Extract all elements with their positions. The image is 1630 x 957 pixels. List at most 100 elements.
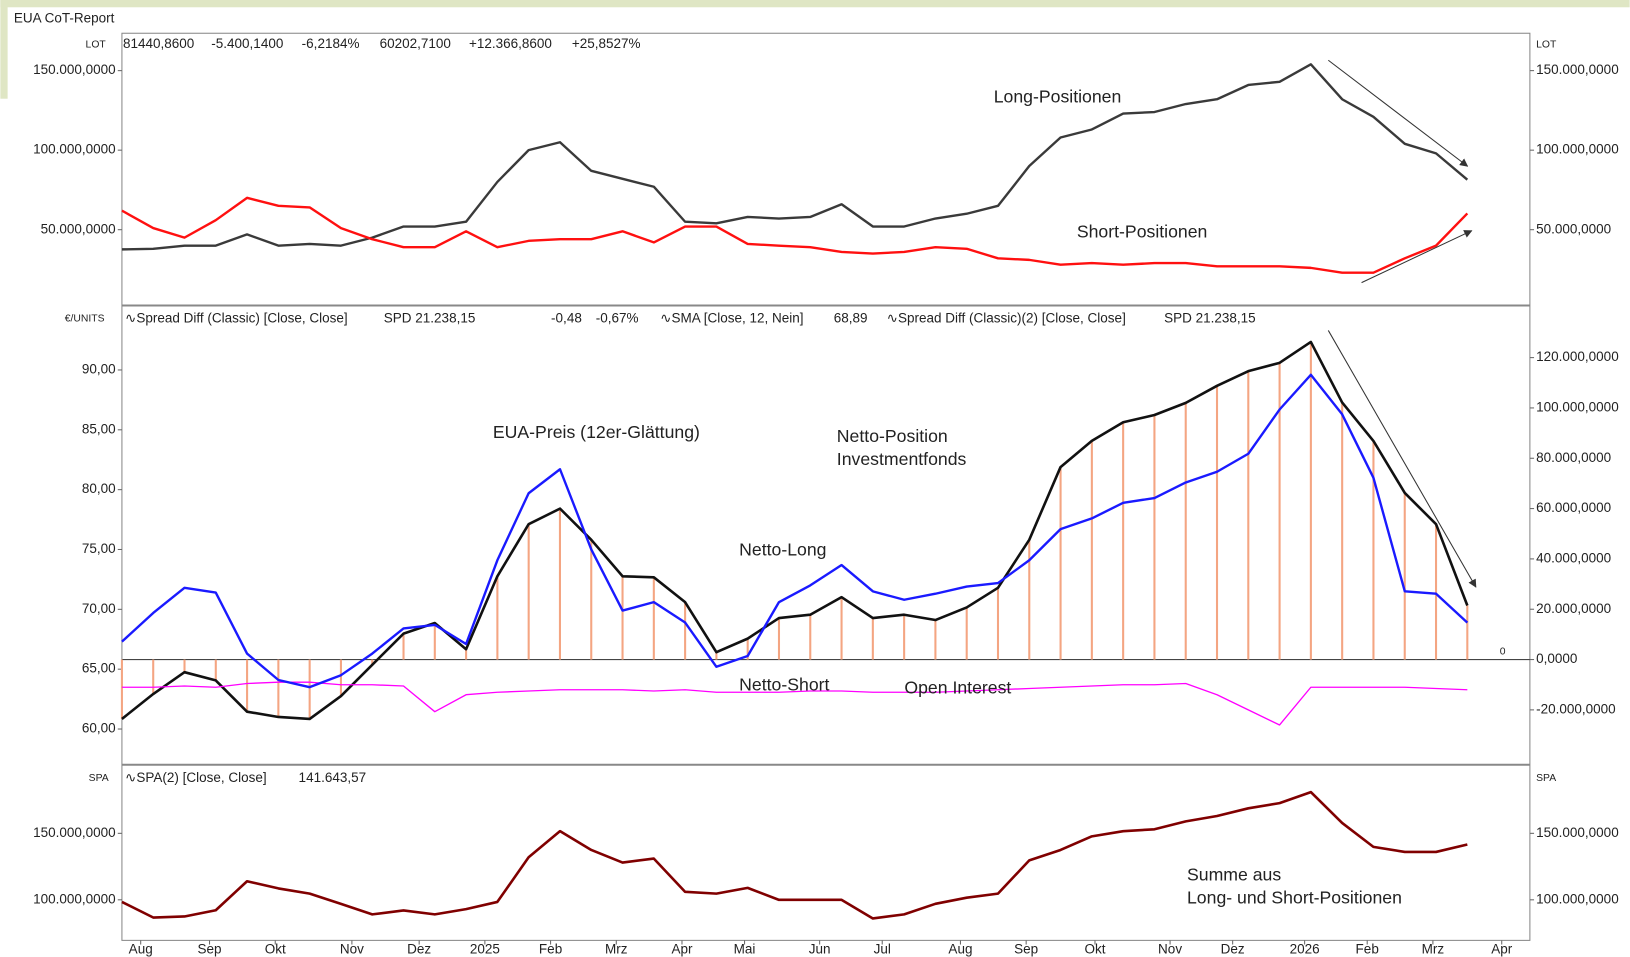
series-line [121,681,1468,726]
header-item: ∿SMA [Close, 12, Nein] [660,311,803,326]
x-tick-label: 2026 [1290,941,1320,956]
x-tick-label: Nov [340,941,364,956]
annotation: Netto-Long [739,539,826,559]
net-bar [1278,362,1281,660]
y-tick-label: 70,00 [82,601,116,616]
net-bar [246,659,249,712]
y2-tick-label: 20.000,0000 [1536,601,1611,616]
header-item: -0,67% [596,311,639,326]
header-item: 68,89 [834,311,868,326]
net-bar [1122,422,1125,660]
plot-frame [121,32,1531,941]
net-bar [433,623,436,660]
series-label: Short-Positionen [1077,221,1208,241]
series-line [121,790,1468,920]
header-item: 141.643,57 [299,770,367,785]
header-item: ∿Spread Diff (Classic)(2) [Close, Close] [887,311,1126,326]
header-item: SPD 21.238,15 [1164,311,1256,326]
net-bar [590,539,593,660]
net-bar [965,607,968,660]
trend-arrow [1327,330,1477,588]
net-bar [1372,440,1375,660]
x-tick-label: Aug [948,941,972,956]
net-bar [903,614,906,660]
y-tick-label: 75,00 [82,541,116,556]
y-axis-label: €/UNITS [65,314,105,325]
net-bar [777,618,781,660]
net-bar [120,659,123,719]
frame-left [0,0,8,99]
net-bar [402,633,405,660]
net-bar [1341,402,1344,660]
net-bar [652,577,655,660]
y2-tick-label: 50.000,0000 [1536,221,1611,236]
net-bar [1403,492,1406,660]
x-tick-label: Feb [539,941,562,956]
series-line [121,63,1469,251]
net-bar [1184,402,1187,660]
header-item: +25,8527% [572,36,641,51]
y2-tick-label: 60.000,0000 [1536,500,1611,515]
series-line [121,373,1469,689]
y-tick-label: 90,00 [82,362,116,377]
x-tick-label: Apr [1491,941,1513,956]
x-tick-label: Mrz [605,941,628,956]
x-tick-label: Okt [265,941,286,956]
y-tick-label: 60,00 [82,721,116,736]
x-tick-label: Sep [1014,941,1038,956]
header-item: -5.400,1400 [211,36,283,51]
x-tick-label: Nov [1158,941,1182,956]
net-bar [996,587,1000,660]
y2-tick-label: -20.000,0000 [1536,701,1616,716]
y2-axis-label: LOT [1536,39,1557,50]
y2-tick-label: 40.000,0000 [1536,550,1611,565]
net-bar [496,576,499,660]
y-tick-label: 150.000,0000 [33,62,116,77]
header-item: +12.366,8600 [469,36,552,51]
net-bar [465,649,468,660]
net-bar [214,659,217,681]
net-bar [934,620,937,660]
x-tick-label: Dez [1221,941,1245,956]
annotation: Summe aus [1187,865,1281,885]
annotation: Netto-Position [837,426,948,446]
x-tick-label: Aug [129,941,153,956]
x-tick-label: Sep [198,941,222,956]
net-bar [1309,342,1312,660]
y-tick-label: 50.000,0000 [41,221,116,236]
net-bar [1466,605,1469,660]
net-bar [371,659,374,665]
y2-tick-label: 150.000,0000 [1536,62,1619,77]
y2-tick-label: 0,0000 [1536,651,1577,666]
header-item: -6,2184% [302,36,360,51]
net-bar [1215,385,1219,660]
y2-tick-label: 100.000,0000 [1536,142,1619,157]
net-bar [871,618,874,660]
x-tick-label: Dez [407,941,431,956]
header-item: -0,48 [551,311,582,326]
net-bar [183,659,186,673]
trend-arrow [1361,230,1473,284]
y-tick-label: 100.000,0000 [33,142,116,157]
x-tick-label: 2025 [470,941,500,956]
series-label: Long-Positionen [994,86,1122,106]
net-bar [1247,371,1250,660]
net-bar [527,524,530,660]
net-bar [308,659,311,719]
x-tick-label: Jun [809,941,831,956]
header-item: SPD 21.238,15 [384,311,476,326]
net-bar [715,652,718,660]
y2-tick-label: 100.000,0000 [1536,399,1619,414]
net-bar [558,508,562,660]
net-bar [1153,414,1156,660]
trend-arrow [1327,59,1469,167]
net-bar [840,597,843,660]
net-bar [1059,467,1062,660]
net-bar [1028,539,1031,660]
net-bar [1434,524,1438,660]
x-tick-label: Okt [1084,941,1105,956]
chart-title: EUA CoT-Report [14,10,115,25]
annotation: Long- und Short-Positionen [1187,887,1402,907]
